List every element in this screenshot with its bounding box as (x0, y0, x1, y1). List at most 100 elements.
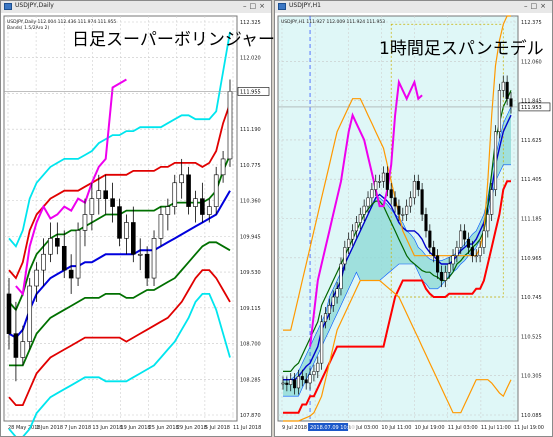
series-line-red-line (283, 180, 511, 414)
window-control-buttons[interactable]: –□× (524, 2, 549, 10)
left-chart-window: USDJPY,Daily –□× 112.325112.020111.60511… (0, 0, 275, 437)
candle-body (451, 255, 455, 265)
candle-body (335, 288, 339, 298)
candle-body (385, 172, 389, 190)
series-line-mid (8, 190, 231, 339)
y-tick-label: 111.405 (521, 177, 542, 183)
candle-body (75, 230, 81, 279)
candle-body (408, 197, 413, 207)
candle-body (331, 296, 335, 306)
candle-body (285, 382, 289, 385)
x-tick-label: 11 Jul 2018 (233, 425, 261, 431)
candle-body (117, 206, 122, 239)
right-h1-chart: 112.375 112.060 111.845 111.625 111.405 111.1… (275, 13, 552, 436)
candle-body (432, 247, 436, 256)
candle-body (289, 379, 293, 385)
candle-body (103, 190, 108, 199)
candle-body (193, 198, 198, 207)
x-tick-label: 28 May 2018 (8, 425, 41, 431)
candle-body (412, 181, 416, 199)
series-line-3 (8, 31, 231, 248)
left-daily-chart: 112.325112.020111.605111.190110.775110.3… (1, 13, 271, 436)
candle-body (61, 245, 67, 271)
candle-body (374, 181, 378, 190)
candle-body (172, 182, 178, 207)
candle-body (378, 181, 382, 183)
y-tick-label: 109.530 (240, 270, 261, 276)
x-tick-label: 10 Jul 19:00 (415, 425, 445, 431)
x-highlight-label: 2018.07.09 10:00 (310, 425, 355, 431)
series-line-green-line (283, 90, 512, 372)
candle-body (354, 222, 358, 232)
price-label: 111.953 (521, 105, 542, 111)
candle-body (459, 230, 463, 248)
candle-body (509, 98, 513, 108)
y-tick-label: 107.870 (240, 413, 261, 419)
x-tick-label: 11 Jul 03:00 (448, 425, 478, 431)
candle-body (447, 263, 451, 273)
candle-body (482, 230, 486, 248)
candle-body (393, 197, 397, 207)
candle-body (281, 382, 285, 385)
candle-body (6, 293, 12, 334)
series-line-2 (8, 269, 231, 406)
candle-body (41, 253, 46, 271)
candle-body (501, 81, 505, 91)
candle-body (320, 321, 324, 364)
candle-body (443, 271, 447, 281)
info-line: USDJPY,Daily 112.004 112.436 111.974 111… (7, 19, 116, 25)
candle-body (486, 214, 490, 232)
x-tick-label: 13 Jun 2018 (92, 425, 122, 431)
candle-body (55, 238, 60, 247)
candle-body (165, 206, 171, 215)
chart-window-icon (4, 3, 12, 10)
candle-body (490, 189, 494, 215)
right-window-title: USDJPY,H1 (289, 2, 321, 9)
candle-body (389, 189, 393, 199)
price-label-box (518, 102, 551, 112)
y-tick-label: 110.525 (521, 334, 542, 340)
x-tick-label: 10 Jul 03:00 (348, 425, 378, 431)
candle-body (316, 362, 320, 372)
candle-body (401, 214, 405, 216)
y-tick-label: 109.945 (240, 234, 261, 240)
y-tick-label: 112.375 (521, 20, 542, 26)
candle-body (366, 197, 370, 207)
info-line: USDJPY,H1 111.927 112.009 111.924 111.95… (281, 19, 385, 25)
candle-body (68, 269, 74, 279)
candle-body (323, 313, 328, 323)
series-line-chikou (309, 78, 423, 347)
indicator-label: Bands( 1.5/2Aro 2) (7, 25, 49, 31)
left-window-title: USDJPY,Daily (15, 2, 54, 9)
span-cloud (283, 106, 511, 397)
x-tick-label: 19 Jun 2018 (121, 425, 151, 431)
candle-body (179, 174, 184, 184)
candle-body (351, 230, 355, 240)
candle-body (213, 174, 219, 207)
candle-body (206, 206, 212, 215)
x-tick-label: 25 Jun 2018 (149, 425, 179, 431)
candle-body (200, 198, 205, 215)
candle-body (474, 255, 478, 257)
y-tick-label: 110.305 (521, 374, 542, 380)
candle-body (20, 341, 26, 358)
candle-body (339, 263, 343, 290)
candle-body (137, 253, 143, 256)
candle-body (455, 247, 459, 256)
window-control-buttons[interactable]: –□× (243, 2, 268, 10)
y-tick-label: 111.845 (521, 99, 542, 105)
y-tick-label: 112.020 (240, 56, 261, 62)
x-tick-label: 10 Jul 11:00 (381, 425, 411, 431)
chart-window-icon (278, 3, 286, 10)
candle-body (416, 181, 420, 190)
y-tick-label: 109.115 (240, 306, 261, 312)
candle-body (428, 230, 432, 248)
series-line-2 (8, 103, 231, 280)
candle-body (186, 174, 191, 207)
candle-body (439, 271, 443, 281)
candle-body (381, 172, 386, 182)
candle-body (304, 379, 308, 384)
candle-body (420, 189, 424, 215)
y-tick-label: 110.745 (521, 295, 542, 301)
x-tick-label: 1 Jun 2018 (36, 425, 63, 431)
